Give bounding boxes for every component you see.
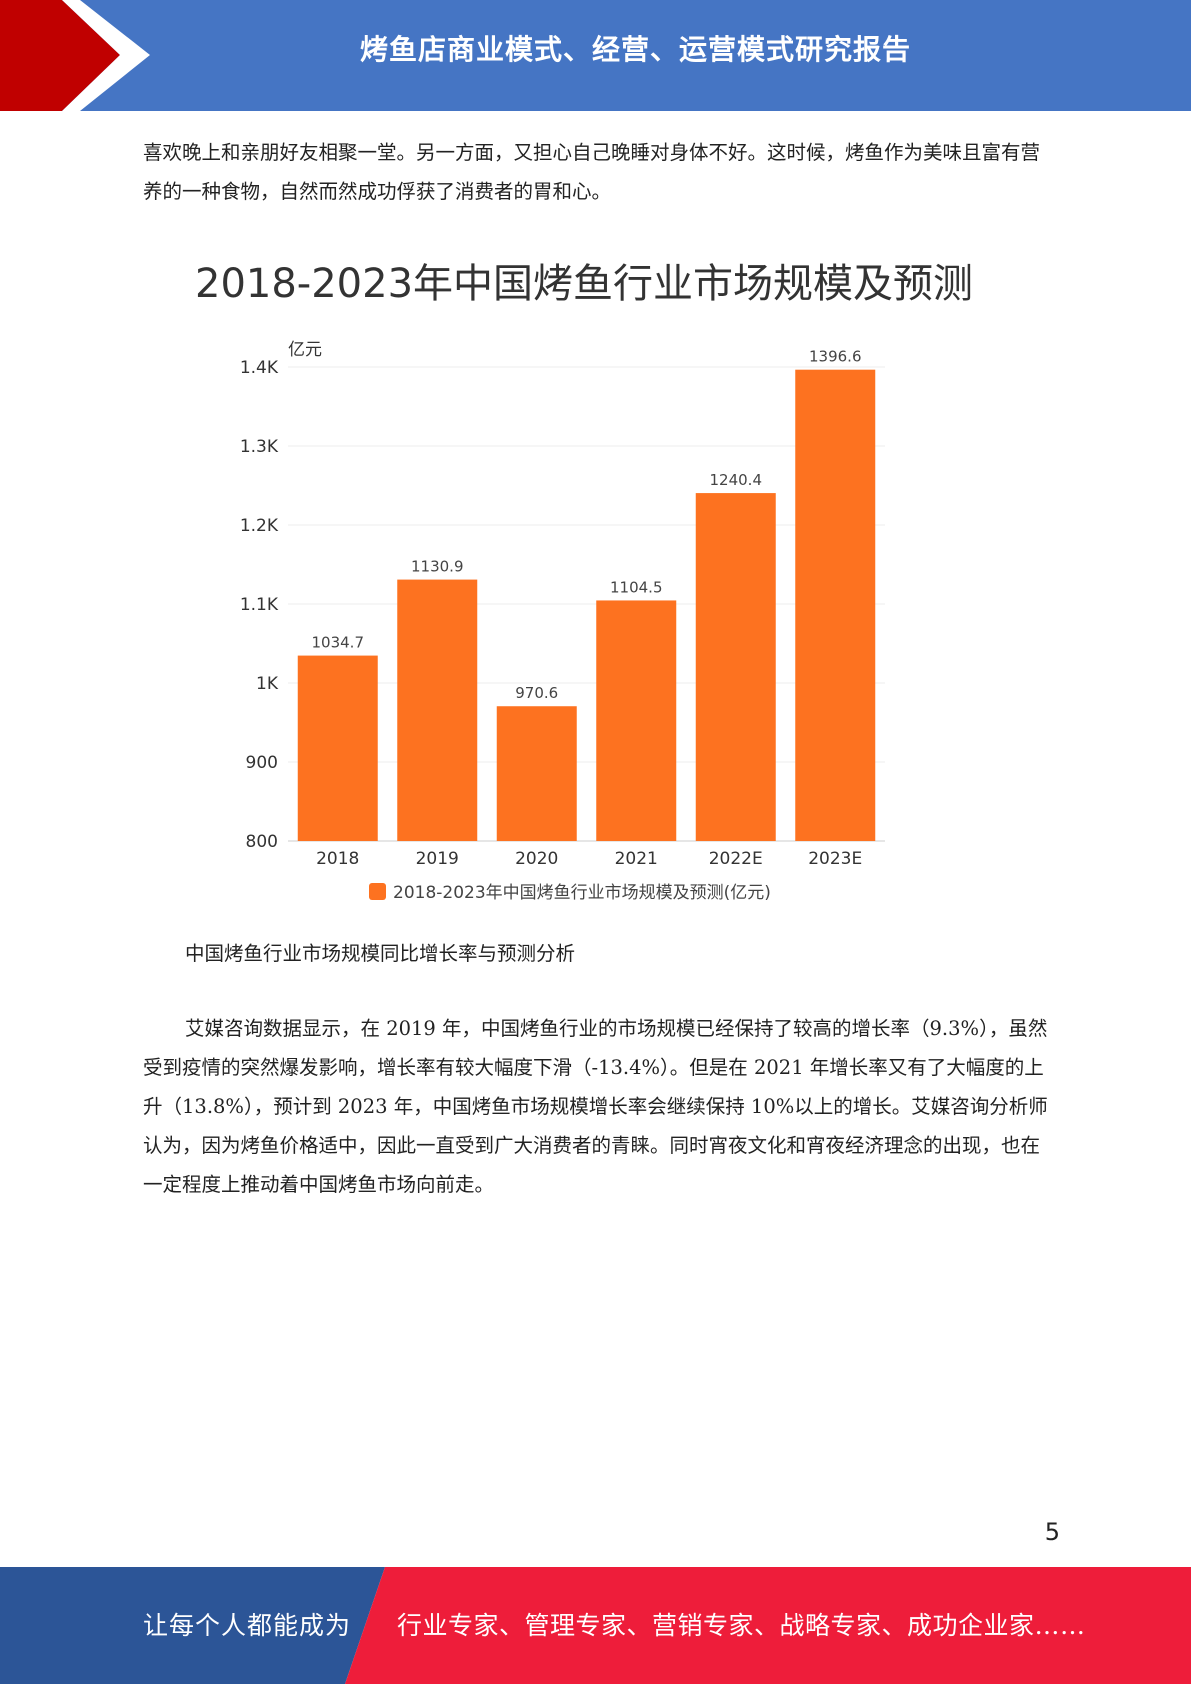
y-tick-label: 1.2K <box>240 516 279 536</box>
header-arrow-decoration <box>0 0 150 111</box>
bar-value-label: 1104.5 <box>610 578 663 596</box>
x-tick-label: 2018 <box>316 849 359 869</box>
chart-legend: 2018-2023年中国烤鱼行业市场规模及预测(亿元) <box>369 883 771 903</box>
chart-bar <box>695 493 776 841</box>
bar-value-label: 1130.9 <box>411 558 464 576</box>
chart-x-ticks: 2018 2019 2020 2021 2022E 2023E <box>316 849 862 869</box>
bar-value-label: 970.6 <box>515 684 558 702</box>
bar-value-label: 1240.4 <box>710 471 763 489</box>
x-tick-label: 2019 <box>416 849 459 869</box>
chart-gridlines <box>288 366 885 842</box>
body-paragraph-2: 艾媒咨询数据显示，在 2019 年，中国烤鱼行业的市场规模已经保持了较高的增长率… <box>143 1017 1048 1196</box>
y-tick-label: 1K <box>256 674 279 694</box>
x-tick-label: 2020 <box>515 849 558 869</box>
chart-y-ticks: 800 900 1K 1.1K 1.2K 1.3K 1.4K <box>240 358 279 852</box>
bar-value-label: 1396.6 <box>809 348 862 366</box>
footer-slogan-right: 行业专家、管理专家、营销专家、战略专家、成功企业家…… <box>397 1611 1086 1640</box>
body-paragraph-1: 喜欢晚上和亲朋好友相聚一堂。另一方面，又担心自己晚睡对身体不好。这时候，烤鱼作为… <box>143 141 1041 203</box>
y-tick-label: 1.4K <box>240 358 279 378</box>
chart-bar <box>297 655 378 841</box>
y-tick-label: 800 <box>246 832 278 852</box>
legend-swatch <box>369 883 386 900</box>
market-size-chart: 2018-2023年中国烤鱼行业市场规模及预测 亿元 800 900 1K 1.1K 1… <box>180 255 1000 915</box>
page-number: 5 <box>1044 1518 1060 1546</box>
page-footer: 让每个人都能成为 行业专家、管理专家、营销专家、战略专家、成功企业家…… <box>0 1567 1191 1684</box>
footer-slogan-left: 让每个人都能成为 <box>143 1611 352 1640</box>
y-tick-label: 1.1K <box>240 595 279 615</box>
chart-caption: 中国烤鱼行业市场规模同比增长率与预测分析 <box>185 942 576 965</box>
x-tick-label: 2021 <box>615 849 658 869</box>
x-tick-label: 2023E <box>808 849 862 869</box>
chart-data-labels: 1034.7 1130.9 970.6 1104.5 1240.4 1396.6 <box>312 348 862 703</box>
chart-y-axis-label: 亿元 <box>288 340 322 360</box>
chart-bar <box>795 369 876 841</box>
chart-bar <box>397 579 478 841</box>
bar-value-label: 1034.7 <box>312 634 365 652</box>
y-tick-label: 1.3K <box>240 437 279 457</box>
y-tick-label: 900 <box>246 753 278 773</box>
chart-bar <box>496 706 577 841</box>
footer-background <box>0 1567 1191 1684</box>
chart-svg: 2018-2023年中国烤鱼行业市场规模及预测 亿元 800 900 1K 1.1K 1… <box>195 261 973 903</box>
chart-bar <box>596 600 677 841</box>
chart-bars <box>297 369 876 841</box>
x-tick-label: 2022E <box>709 849 763 869</box>
chart-title: 2018-2023年中国烤鱼行业市场规模及预测 <box>195 261 973 307</box>
legend-label: 2018-2023年中国烤鱼行业市场规模及预测(亿元) <box>393 883 771 903</box>
report-title: 烤鱼店商业模式、经营、运营模式研究报告 <box>359 33 911 66</box>
page-header: 烤鱼店商业模式、经营、运营模式研究报告 <box>0 0 1191 111</box>
